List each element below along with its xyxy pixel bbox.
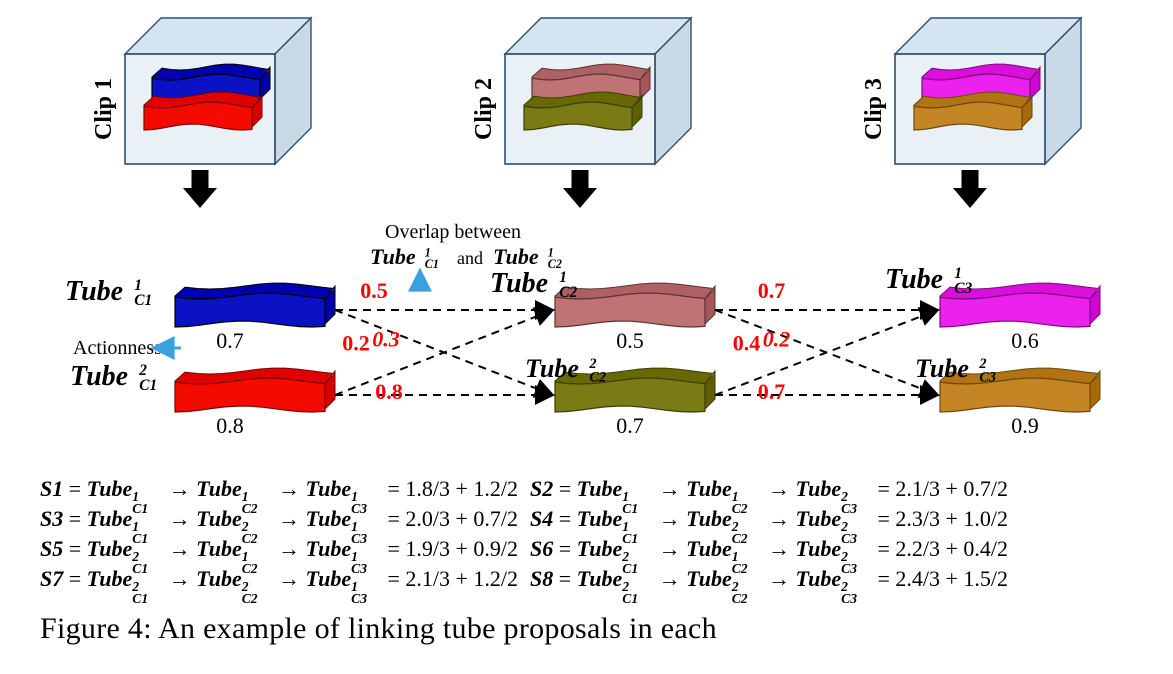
down-arrow-icon (563, 170, 597, 208)
svg-text:C2: C2 (589, 370, 606, 386)
svg-text:Tube: Tube (65, 276, 123, 307)
clip-label: Clip 3 (861, 78, 887, 140)
svg-text:Tube: Tube (915, 354, 969, 383)
edge-weight: 0.7 (758, 379, 786, 404)
sequence-S3: S3 = Tube1C1 → Tube2C2 → Tube1C3 = 2.0/3… (40, 504, 530, 534)
edge-weight: 0.4 (733, 331, 761, 356)
actionness-c3_2: 0.9 (1011, 413, 1039, 438)
overlap-tube-a: Tube1C1 (370, 244, 439, 271)
graph-tube-c2_2 (555, 368, 715, 412)
figure-caption: Figure 4: An example of linking tube pro… (40, 612, 1155, 646)
graph-tube-c1_1 (175, 283, 335, 327)
clip3-cube-tube2 (914, 92, 1032, 130)
label-c2-2: Tube2C2 (525, 354, 606, 386)
svg-text:C1: C1 (134, 292, 152, 309)
svg-text:Tube: Tube (370, 244, 416, 269)
svg-text:Tube: Tube (885, 264, 943, 295)
edge-weight: 0.2 (342, 331, 370, 356)
actionness-c3_1: 0.6 (1011, 328, 1039, 353)
edge-weight: 0.8 (375, 379, 403, 404)
edge-weight: 0.5 (360, 278, 388, 303)
sequence-S5: S5 = Tube2C1 → Tube1C2 → Tube1C3 = 1.9/3… (40, 534, 530, 564)
sequence-S6: S6 = Tube2C1 → Tube1C2 → Tube2C3 = 2.2/3… (530, 534, 1020, 564)
edge-weight: 0.3 (372, 327, 400, 352)
label-c2-1: Tube1C2 (490, 268, 577, 301)
graph-tube-c1_2 (175, 368, 335, 412)
overlap-and: and (457, 248, 483, 268)
sequence-S2: S2 = Tube1C1 → Tube1C2 → Tube2C3 = 2.1/3… (530, 474, 1020, 504)
svg-text:C1: C1 (425, 257, 439, 271)
edge-weight: 0.7 (758, 278, 786, 303)
sequence-S4: S4 = Tube1C1 → Tube2C2 → Tube2C3 = 2.3/3… (530, 504, 1020, 534)
svg-text:Tube: Tube (70, 361, 128, 392)
clip-label: Clip 2 (471, 78, 497, 140)
actionness-c1_2: 0.8 (216, 413, 244, 438)
actionness-c1_1: 0.7 (216, 328, 244, 353)
label-c1-2: Tube2C1 (70, 361, 157, 394)
clip2-cube-tube2 (524, 92, 642, 130)
down-arrow-icon (183, 170, 217, 208)
actionness-label: Actionness (73, 337, 162, 359)
svg-text:C3: C3 (954, 280, 972, 297)
sequence-equations: S1 = Tube1C1 → Tube1C2 → Tube1C3 = 1.8/3… (40, 474, 1020, 594)
label-c3-1: Tube1C3 (885, 264, 972, 297)
actionness-c2_2: 0.7 (616, 413, 644, 438)
overlap-tube-b: Tube1C2 (493, 244, 562, 271)
svg-text:C1: C1 (139, 377, 157, 394)
label-c3-2: Tube2C3 (915, 354, 996, 386)
actionness-c2_1: 0.5 (616, 328, 644, 353)
svg-text:C2: C2 (559, 284, 577, 301)
svg-text:Tube: Tube (490, 268, 548, 299)
down-arrow-icon (953, 170, 987, 208)
edge-weight: 0.2 (763, 327, 791, 352)
diagram-svg: Clip 1Clip 2Clip 30.50.30.20.80.70.20.40… (40, 0, 1155, 470)
clip1-cube-tube2 (144, 92, 262, 130)
graph-tube-c2_1 (555, 283, 715, 327)
svg-text:C2: C2 (548, 257, 562, 271)
svg-text:Tube: Tube (525, 354, 579, 383)
overlap-caption-line1: Overlap between (385, 221, 521, 243)
clip-label: Clip 1 (91, 78, 117, 140)
label-c1-1: Tube1C1 (65, 276, 152, 309)
sequence-S8: S8 = Tube2C1 → Tube2C2 → Tube2C3 = 2.4/3… (530, 564, 1020, 594)
sequence-S1: S1 = Tube1C1 → Tube1C2 → Tube1C3 = 1.8/3… (40, 474, 530, 504)
svg-text:C3: C3 (979, 370, 996, 386)
svg-text:Tube: Tube (493, 244, 539, 269)
sequence-S7: S7 = Tube2C1 → Tube2C2 → Tube1C3 = 2.1/3… (40, 564, 530, 594)
